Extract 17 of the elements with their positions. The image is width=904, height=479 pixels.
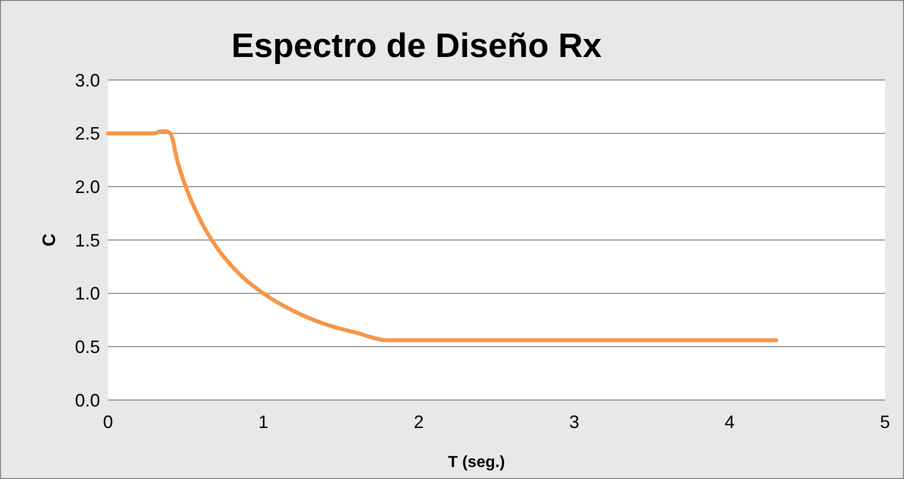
- x-axis-title: T (seg.): [448, 454, 505, 471]
- x-tick-label: 3: [569, 412, 580, 432]
- y-tick-label: 1.0: [74, 284, 100, 304]
- y-tick-label: 0.0: [74, 390, 100, 410]
- y-tick-label: 3.0: [74, 70, 100, 90]
- y-tick-label: 2.0: [74, 176, 100, 197]
- y-tick-label: 2.5: [74, 124, 100, 144]
- y-tick-label: 1.5: [74, 230, 100, 250]
- x-tick-label: 4: [724, 412, 735, 432]
- y-axis-title: C: [39, 234, 59, 246]
- y-tick-label: 0.5: [74, 336, 100, 357]
- x-tick-label: 5: [880, 412, 890, 432]
- x-tick-label: 1: [258, 412, 268, 432]
- x-tick-label: 0: [102, 412, 114, 432]
- x-tick-label: 2: [414, 412, 424, 432]
- chart-title: Espectro de Diseño Rx: [231, 27, 602, 65]
- line-series: [106, 129, 778, 342]
